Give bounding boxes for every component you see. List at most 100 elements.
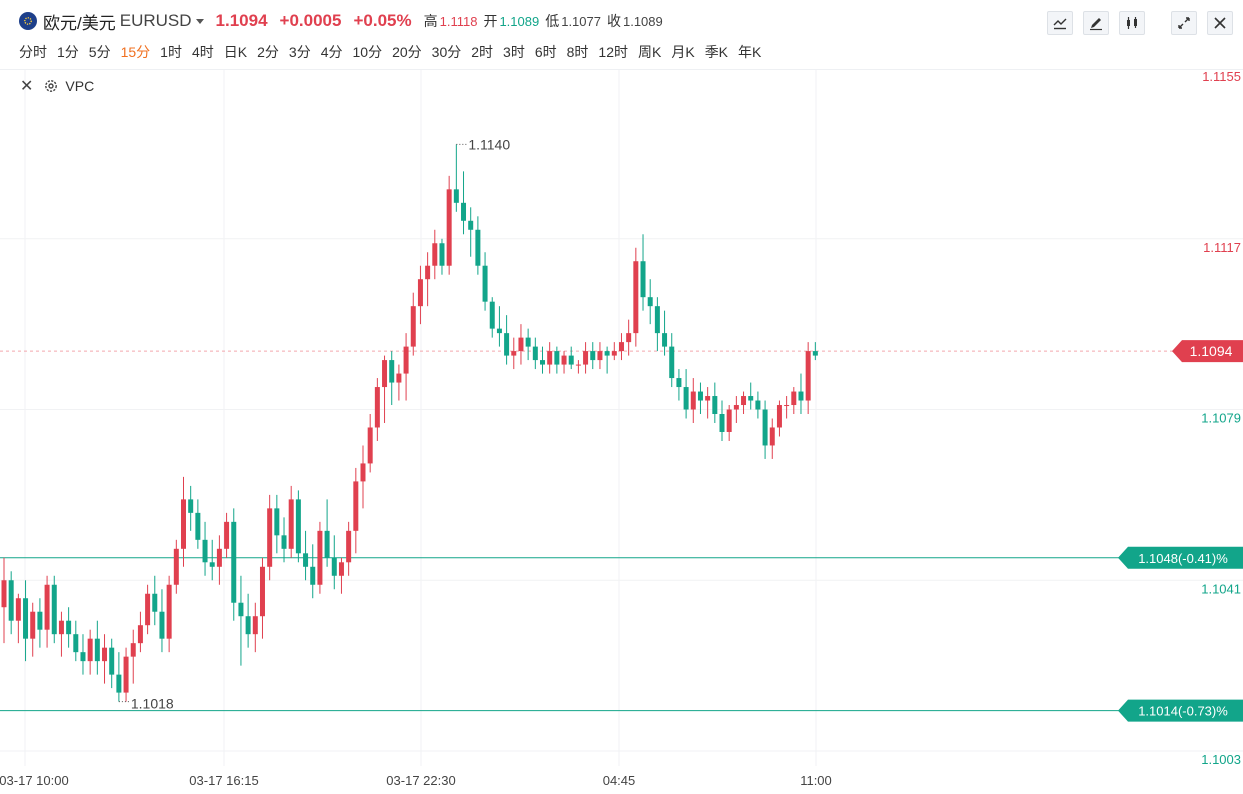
candle-body [1, 580, 7, 608]
candle-body [310, 566, 316, 585]
candle-body [496, 328, 502, 334]
period-tab[interactable]: 1分 [57, 44, 79, 60]
symbol-name[interactable]: 欧元/美元 [43, 13, 116, 33]
candle-body [805, 351, 811, 401]
last-price-label: 1.1094 [1190, 343, 1233, 359]
candle-body [231, 521, 237, 603]
candle-body [776, 405, 782, 428]
candle-body [245, 616, 251, 635]
period-tab[interactable]: 5分 [88, 44, 111, 60]
period-tab[interactable]: 周K [638, 44, 662, 60]
period-tab[interactable]: 分时 [19, 44, 47, 60]
period-tab[interactable]: 6时 [534, 44, 557, 60]
candle-body [468, 220, 474, 230]
period-tab[interactable]: 4分 [320, 44, 343, 60]
candle-body [640, 261, 646, 298]
candle-body [748, 396, 754, 401]
candle-body [654, 306, 660, 334]
candle-body [755, 400, 761, 410]
candle-body [295, 499, 301, 554]
candle-body [741, 396, 747, 406]
price-line-label: 1.1048(-0.41)% [1138, 551, 1228, 566]
high-label: 高 [423, 13, 438, 29]
period-tab[interactable]: 2时 [471, 44, 494, 60]
candle-body [346, 530, 352, 563]
candle-body [489, 301, 495, 329]
period-tab[interactable]: 日K [223, 44, 248, 60]
candle-body [360, 463, 366, 482]
candle-body [697, 391, 703, 401]
candle-body [403, 346, 409, 374]
candle-body [51, 584, 57, 635]
candle-body [224, 521, 230, 549]
period-tab[interactable]: 2分 [257, 44, 279, 60]
close-icon[interactable] [1207, 11, 1233, 35]
last-price-tag [1172, 340, 1243, 363]
candle-body [109, 647, 115, 675]
price-line-tag [1118, 546, 1243, 569]
candlestick-chart[interactable]: 1.1155 1.1117 1.1079 1.1041 1.1003 03-17 10:0… [0, 70, 1243, 794]
period-tab[interactable]: 月K [671, 44, 695, 60]
candle-body [769, 427, 775, 446]
symbol-dropdown-icon[interactable] [195, 18, 204, 24]
low-value: 1.1077 [561, 13, 601, 29]
period-tab[interactable]: 20分 [392, 44, 422, 60]
period-tab[interactable]: 季K [704, 44, 729, 60]
candle-body [726, 409, 732, 432]
y-tick-label: 1.1003 [1201, 752, 1241, 767]
close-value: 1.1089 [622, 13, 663, 29]
candle-body [30, 611, 36, 639]
candle-body [525, 337, 531, 347]
candle-body [719, 414, 725, 432]
candle-body [518, 337, 524, 352]
period-tab[interactable]: 4时 [191, 44, 214, 60]
gear-icon[interactable] [43, 78, 59, 94]
candle-body [482, 265, 488, 302]
candle-body [532, 346, 538, 361]
candle-body [94, 638, 100, 662]
candle-body [166, 584, 172, 639]
close-indicator-icon[interactable]: ✕ [20, 78, 34, 95]
candle-body [575, 364, 581, 366]
period-tab[interactable]: 8时 [566, 44, 589, 60]
candle-body [259, 566, 265, 617]
candle-body [130, 643, 136, 657]
candle-body [87, 638, 93, 662]
draw-pen-icon[interactable] [1083, 11, 1109, 35]
candle-body [303, 553, 309, 567]
fullscreen-icon[interactable] [1171, 11, 1197, 35]
candle-body [389, 360, 395, 383]
y-tick-label: 1.1079 [1201, 411, 1241, 426]
period-tab[interactable]: 年K [738, 44, 762, 60]
candle-body [511, 351, 517, 356]
period-tab[interactable]: 1时 [160, 44, 182, 60]
candle-body [58, 620, 64, 635]
candle-body [669, 346, 675, 379]
period-tab[interactable]: 30分 [431, 44, 462, 60]
candle-body [504, 333, 510, 356]
price-line-tag [1118, 699, 1243, 722]
candle-body [554, 351, 560, 365]
candle-body [267, 508, 273, 567]
candle-body [102, 647, 108, 662]
candle-body [611, 351, 617, 356]
symbol-code[interactable]: EURUSD [119, 11, 192, 30]
candle-body [568, 355, 574, 365]
candle-body [317, 530, 323, 585]
candle-body [712, 396, 718, 415]
candle-body [705, 396, 711, 401]
candle-body [324, 530, 330, 558]
period-tabs: 分时 1分 5分 15分 1时 4时 日K 2分 3分 4分 10分 20分 30分 2时 3时 6时 8时 12… [19, 42, 771, 62]
line-style-icon[interactable] [1047, 11, 1073, 35]
open-label: 开 [483, 13, 498, 29]
y-tick-label: 1.1155 [1202, 70, 1241, 84]
candle-body [662, 333, 668, 347]
candle-body [116, 674, 122, 693]
period-tab[interactable]: 15分 [120, 44, 151, 60]
candlestick-type-icon[interactable] [1119, 11, 1145, 35]
period-tab[interactable]: 3时 [503, 44, 525, 60]
period-tab[interactable]: 3分 [288, 44, 311, 60]
period-tab[interactable]: 12时 [598, 44, 628, 60]
candle-body [475, 229, 481, 266]
period-tab[interactable]: 10分 [352, 44, 383, 60]
